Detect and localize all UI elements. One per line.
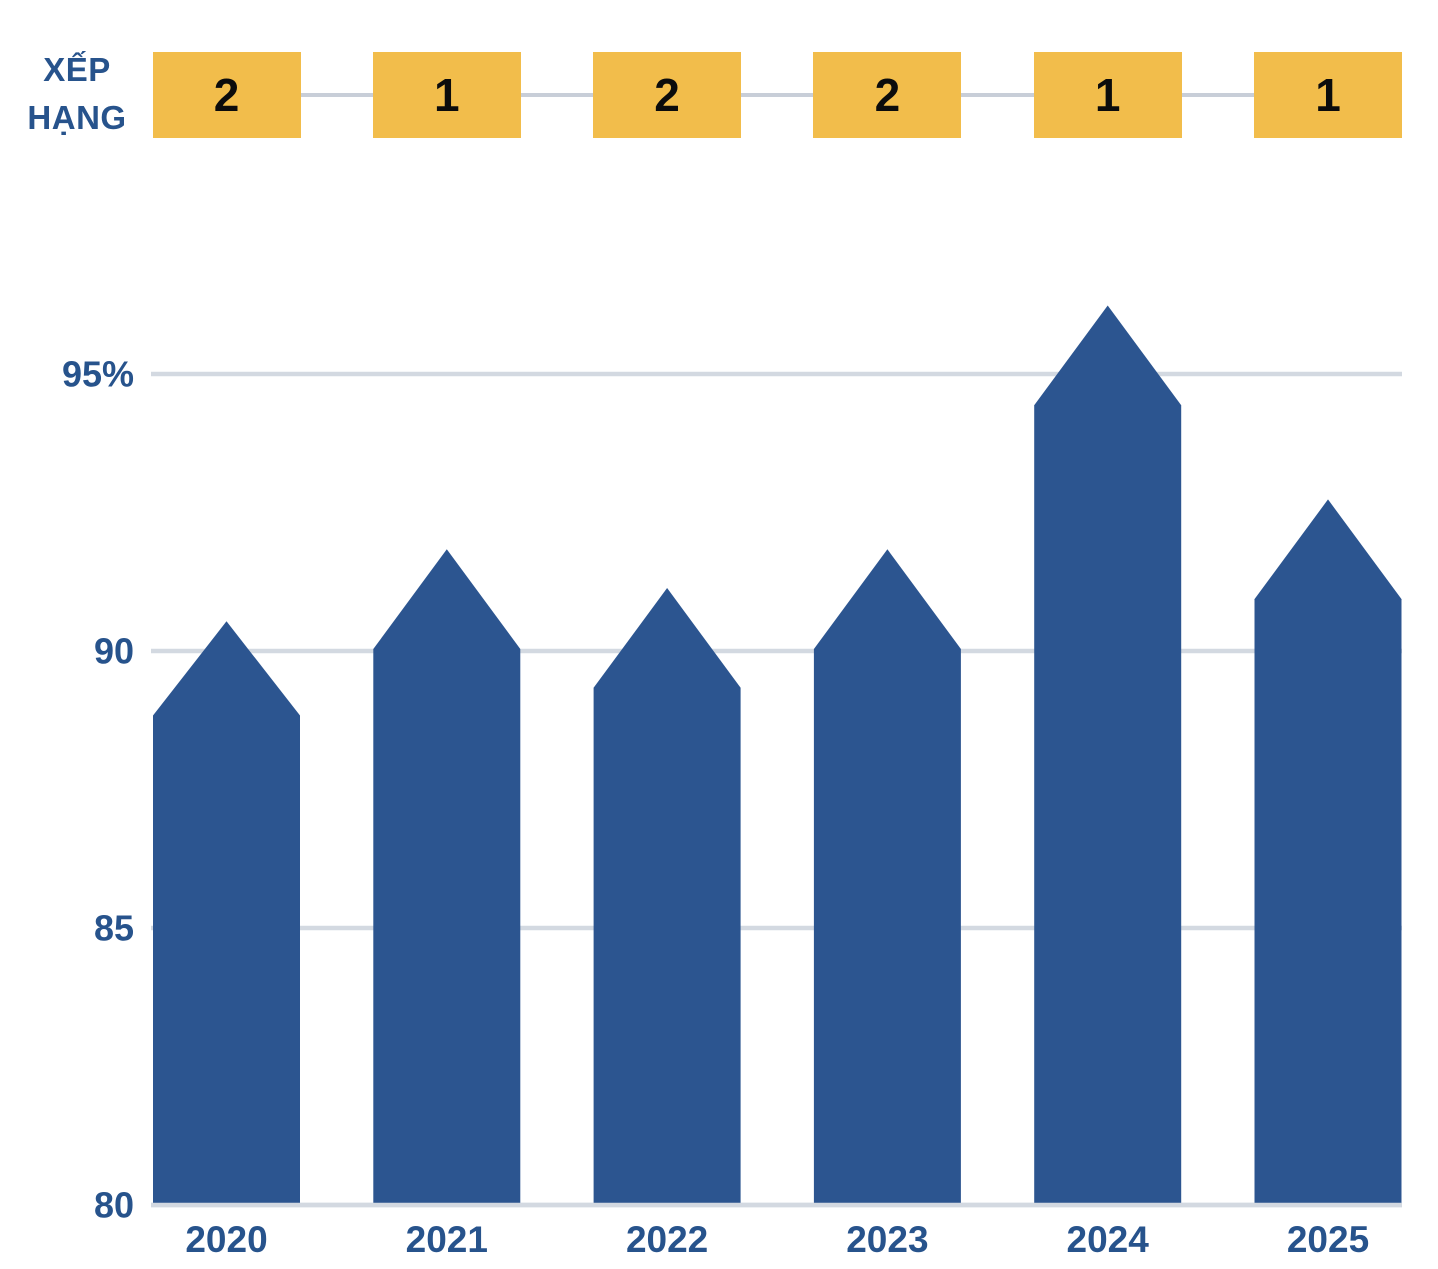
x-tick-label-2024: 2024	[1067, 1219, 1150, 1260]
y-tick-label-80: 80	[94, 1185, 134, 1226]
bar-2022	[593, 588, 741, 1203]
rank-box-2025: 1	[1254, 52, 1402, 138]
rank-box-2024: 1	[1033, 52, 1182, 138]
bar-2020	[153, 621, 300, 1203]
rank-box-2020: 2	[152, 52, 301, 138]
y-tick-label-85: 85	[94, 908, 134, 949]
rank-box-2021: 1	[372, 52, 521, 138]
bar-2025	[1254, 499, 1402, 1203]
rank-box-2022: 2	[593, 52, 742, 138]
y-tick-label-95: 95%	[62, 354, 134, 395]
x-tick-label-2020: 2020	[185, 1219, 267, 1260]
bar-2023	[813, 549, 961, 1203]
rank-box-2023: 2	[813, 52, 962, 138]
ranking-axis-label-line2: HẠNG	[27, 99, 127, 136]
ranking-connector-line	[226, 93, 1328, 97]
bar-2021	[373, 549, 521, 1203]
x-tick-label-2022: 2022	[626, 1219, 708, 1260]
x-tick-label-2023: 2023	[846, 1219, 928, 1260]
ranking-axis-label-line1: XẾP	[43, 51, 111, 88]
bar-2024	[1034, 305, 1182, 1203]
ranking-axis-label: XẾP HẠNG	[18, 46, 136, 142]
x-tick-label-2025: 2025	[1287, 1219, 1369, 1260]
x-tick-label-2021: 2021	[406, 1219, 488, 1260]
y-tick-label-90: 90	[94, 631, 134, 672]
